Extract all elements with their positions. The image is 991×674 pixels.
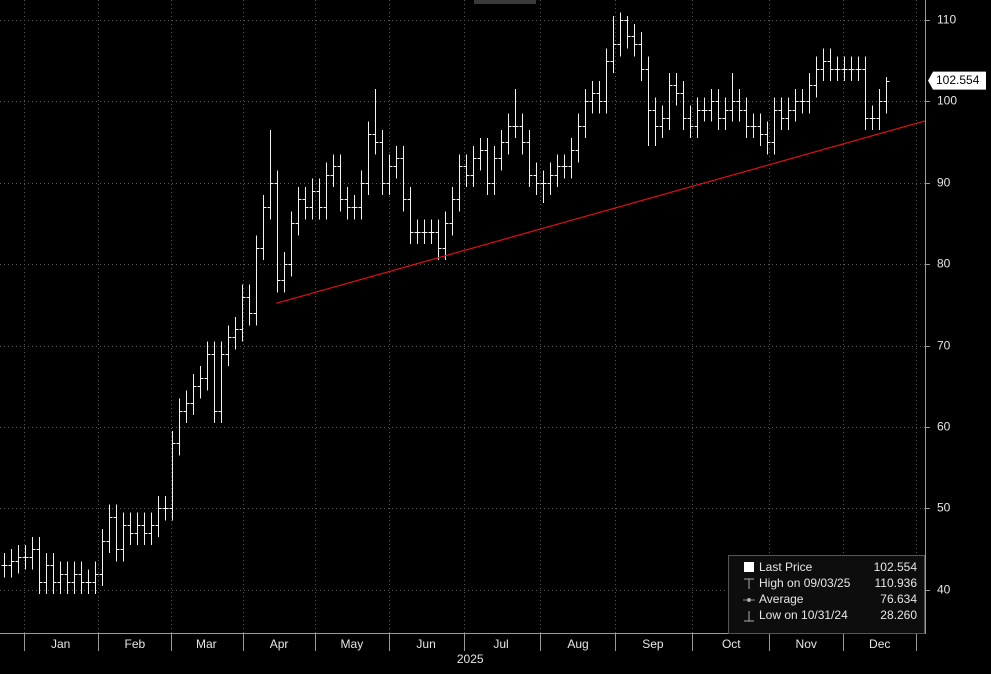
y-tick-label: 40 (937, 583, 951, 597)
y-tick-label: 70 (937, 339, 951, 353)
y-tick-label: 80 (937, 257, 951, 271)
last-price-tag (928, 71, 986, 90)
x-tick-label: May (341, 637, 364, 651)
grid (0, 0, 925, 633)
y-tick-label: 110 (937, 13, 956, 27)
legend: Last Price High on 09/03/25 Average Low … (728, 555, 925, 634)
toolbar-tab (474, 0, 536, 4)
x-tick-label: Feb (125, 637, 146, 651)
price-bars (1, 12, 890, 594)
trend-line (276, 120, 926, 304)
y-tick-label: 50 (937, 501, 951, 515)
legend-box (728, 555, 925, 634)
x-tick-label: Nov (796, 637, 817, 651)
x-tick-label: Jul (493, 637, 508, 651)
last-price-label: 102.554 (936, 73, 980, 87)
legend-value: 110.936 (875, 576, 918, 590)
x-tick-label: Jun (416, 637, 435, 651)
legend-low-icon (744, 611, 754, 622)
legend-label: Low on 10/31/24 (759, 608, 848, 622)
y-tick-label: 60 (937, 420, 951, 434)
legend-label: Last Price (759, 560, 813, 574)
x-tick-label: Oct (722, 637, 741, 651)
x-tick-label: Apr (270, 637, 289, 651)
legend-value: 102.554 (874, 560, 918, 574)
legend-high-icon (744, 578, 754, 589)
legend-label: High on 09/03/25 (759, 576, 851, 590)
y-tick-label: 100 (937, 94, 957, 108)
x-tick-label: Mar (196, 637, 217, 651)
legend-value: 76.634 (880, 592, 917, 606)
x-tick-label: Dec (869, 637, 890, 651)
x-tick-label: Aug (567, 637, 588, 651)
legend-label: Average (759, 592, 804, 606)
legend-value: 28.260 (880, 608, 917, 622)
x-tick-label: Sep (642, 637, 664, 651)
legend-swatch (744, 562, 754, 572)
legend-average-dot (747, 598, 751, 602)
x-tick-label: Jan (51, 637, 70, 651)
x-axis-label: 2025 (457, 652, 484, 666)
overlays (276, 120, 926, 304)
y-tick-label: 90 (937, 176, 951, 190)
